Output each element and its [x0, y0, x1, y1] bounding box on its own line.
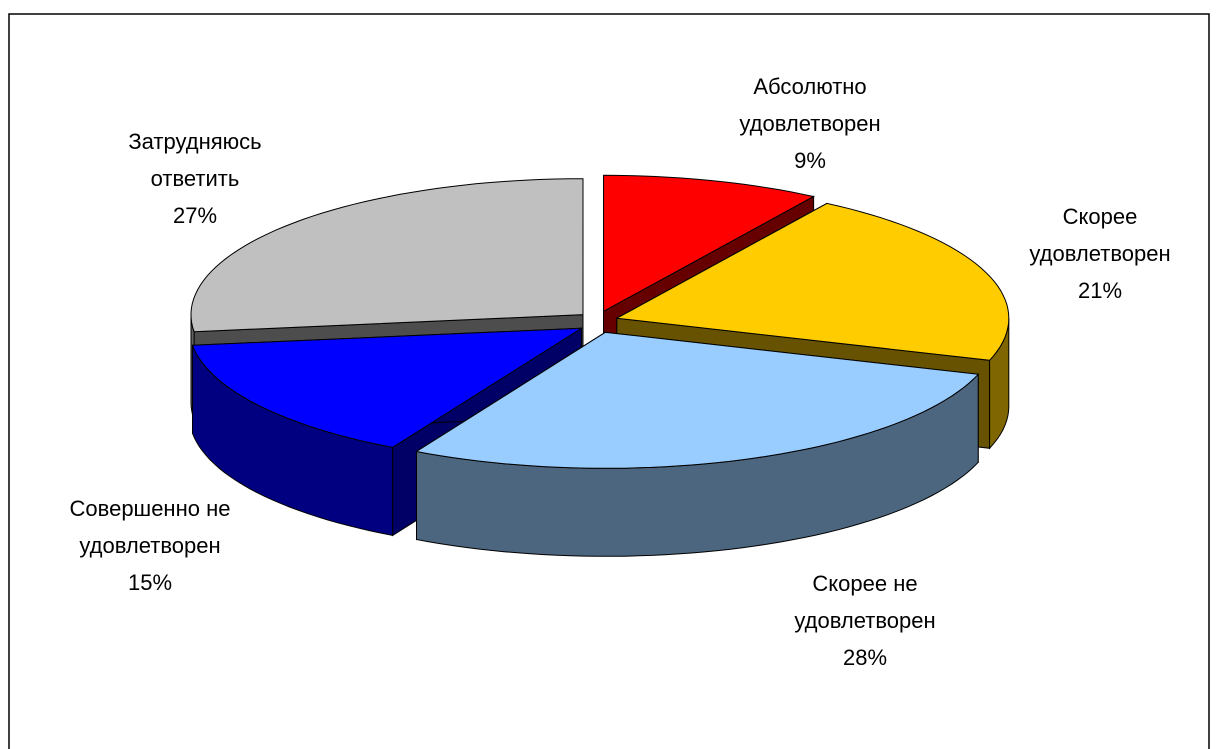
category-label: Скорее удовлетворен: [1029, 204, 1171, 266]
value-label: 15%: [127, 570, 173, 595]
value-label: 21%: [1077, 278, 1123, 303]
category-label: Затрудняюсь ответить: [128, 129, 262, 191]
data-label: Затрудняюсь ответить 27%: [85, 123, 305, 234]
category-label: Скорее не удовлетворен: [794, 571, 936, 633]
data-label: Скорее не удовлетворен 28%: [750, 565, 980, 676]
data-label: Абсолютно удовлетворен 9%: [710, 68, 910, 179]
data-label: Скорее удовлетворен 21%: [990, 198, 1210, 309]
category-label: Абсолютно удовлетворен: [739, 74, 881, 136]
slice: [191, 327, 584, 448]
data-label: Совершенно не удовлетворен 15%: [30, 490, 270, 601]
slice: [415, 331, 980, 469]
slice: [615, 202, 1010, 361]
value-label: 9%: [794, 148, 826, 173]
value-label: 28%: [842, 645, 888, 670]
slice: [190, 178, 584, 333]
slice: [603, 174, 816, 313]
chart-frame: [8, 13, 1210, 749]
category-label: Совершенно не удовлетворен: [69, 496, 231, 558]
value-label: 27%: [172, 203, 218, 228]
